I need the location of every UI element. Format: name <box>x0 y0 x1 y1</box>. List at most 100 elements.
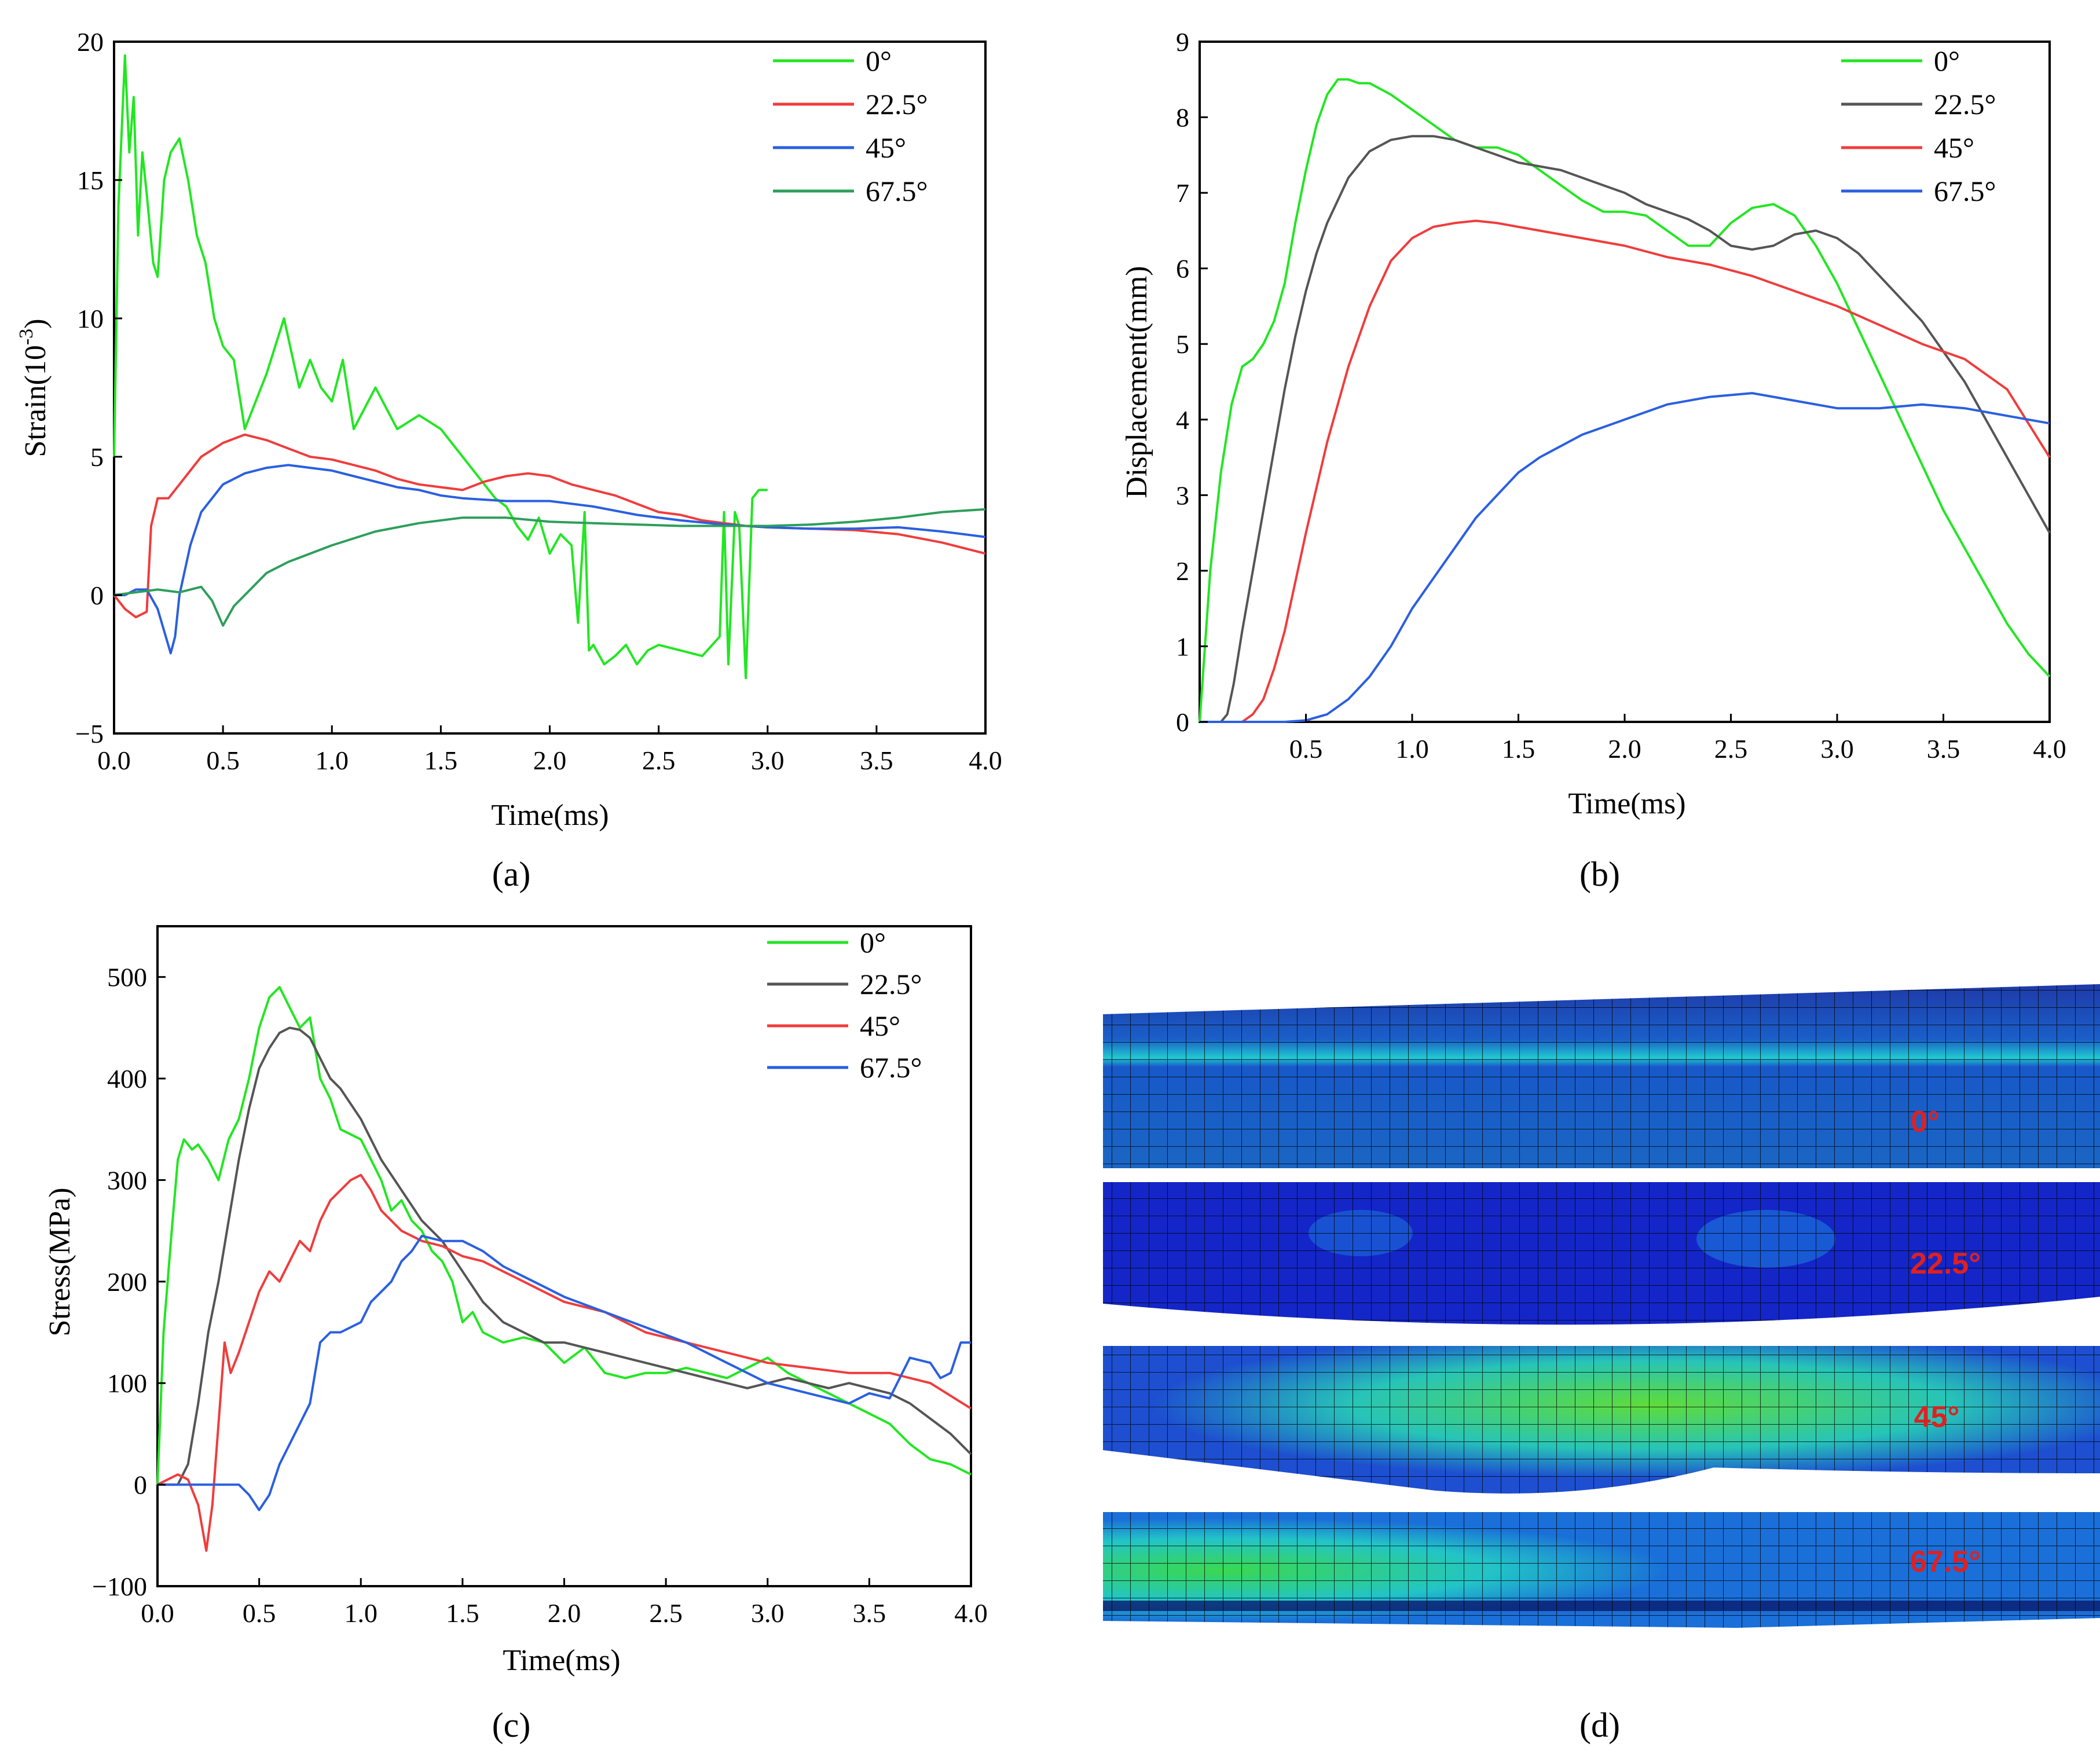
tick-group: 0.5 1.0 1.5 2.0 2.5 3.0 3.5 4.0 0 1 2 3 4 5 6 7 8 9 <box>1176 27 2066 764</box>
y-tick-label: 15 <box>77 166 104 195</box>
y-tick-label: 7 <box>1176 178 1189 208</box>
x-tick-label: 1.0 <box>316 746 349 775</box>
y-tick-label: 1 <box>1176 632 1189 661</box>
x-axis-label: Time(ms) <box>491 799 609 832</box>
x-tick-label: 1.0 <box>344 1598 378 1628</box>
x-tick-label: 0.0 <box>97 746 131 775</box>
x-axis-label: Time(ms) <box>503 1644 620 1677</box>
panel-label-b: (b) <box>1579 855 1620 893</box>
series-group <box>156 986 972 1552</box>
y-tick-label: 0 <box>90 581 104 610</box>
y-tick-label: 3 <box>1176 480 1189 510</box>
contour-strip-1: 22.5° <box>1103 1182 2100 1325</box>
y-axis-label: Strain(10-3) <box>16 318 52 457</box>
legend-label: 67.5° <box>1934 175 1996 207</box>
legend: 0° 22.5° 45° 67.5° <box>767 926 922 1084</box>
y-tick-label: 400 <box>107 1064 147 1094</box>
tick-group: 0.0 0.5 1.0 1.5 2.0 2.5 3.0 3.5 4.0 −100 0 100 200 30… <box>92 963 988 1628</box>
x-tick-label: 2.0 <box>533 746 567 775</box>
y-tick-label: 8 <box>1176 103 1189 133</box>
contour-panel: 0° 22.5° 45° 67.5° (d) <box>1103 984 2100 1744</box>
series-line-0 <box>156 986 972 1485</box>
legend-label: 45° <box>866 131 906 164</box>
panel-label-a: (a) <box>492 855 531 893</box>
x-tick-label: 4.0 <box>969 746 1002 775</box>
series-line-1 <box>1200 135 2051 723</box>
x-tick-label: 4.0 <box>954 1598 988 1628</box>
legend-label: 0° <box>860 926 886 959</box>
panel-label-c: (c) <box>492 1706 531 1744</box>
plot-frame <box>113 41 987 735</box>
x-tick-label: 3.0 <box>751 1598 785 1628</box>
x-tick-label: 0.5 <box>1289 734 1323 764</box>
plot-frame <box>156 925 972 1587</box>
x-tick-label: 1.5 <box>1502 734 1535 764</box>
series-line-2 <box>1200 219 2051 723</box>
y-tick-label: 100 <box>107 1369 147 1398</box>
x-tick-label: 1.5 <box>424 746 458 775</box>
y-tick-label: −5 <box>75 719 104 749</box>
tick-group: 0.0 0.5 1.0 1.5 2.0 2.5 3.0 3.5 4.0 −5 0 5 10 15 20 <box>75 27 1002 775</box>
x-tick-label: 3.5 <box>860 746 893 775</box>
x-tick-label: 3.0 <box>1820 734 1854 764</box>
series-line-0 <box>1199 78 2051 722</box>
contour-strip-3: 67.5° <box>1103 1512 2100 1628</box>
legend: 0° 22.5° 45° 67.5° <box>773 45 928 207</box>
x-tick-label: 3.5 <box>1927 734 1960 764</box>
series-line-0 <box>113 54 768 680</box>
x-tick-label: 2.5 <box>1714 734 1748 764</box>
y-tick-label: 5 <box>1176 329 1189 359</box>
series-line-1 <box>113 433 986 619</box>
legend-label: 22.5° <box>1934 88 1996 120</box>
legend-label: 22.5° <box>860 968 922 1000</box>
x-axis-label: Time(ms) <box>1568 787 1685 820</box>
x-tick-label: 0.5 <box>206 746 240 775</box>
y-tick-label: 200 <box>107 1267 147 1297</box>
legend-label: 45° <box>1934 131 1974 164</box>
x-tick-label: 3.5 <box>853 1598 886 1628</box>
contour-strip-0: 0° <box>1103 984 2100 1168</box>
legend-label: 67.5° <box>860 1051 922 1084</box>
chart-strain: 0.0 0.5 1.0 1.5 2.0 2.5 3.0 3.5 4.0 −5 0 5 10 15 20 Ti… <box>16 27 1002 893</box>
y-tick-label: 5 <box>90 442 104 472</box>
y-tick-label: 2 <box>1176 556 1189 586</box>
series-group <box>1199 78 2051 723</box>
y-axis-label-close: ) <box>19 318 52 328</box>
panel-label-d: (d) <box>1579 1706 1620 1744</box>
x-tick-label: 0.5 <box>243 1598 276 1628</box>
x-tick-label: 4.0 <box>2033 734 2066 764</box>
y-tick-label: 300 <box>107 1165 147 1195</box>
x-tick-label: 0.0 <box>141 1598 174 1628</box>
y-tick-label: 9 <box>1176 27 1189 57</box>
contour-strip-2: 45° <box>1103 1346 2100 1494</box>
x-tick-label: 1.0 <box>1395 734 1429 764</box>
series-line-3 <box>1200 392 2050 723</box>
y-axis-label-exponent: -3 <box>16 329 37 345</box>
contour-label-2: 45° <box>1914 1400 1960 1434</box>
contour-label-0: 0° <box>1911 1105 1940 1139</box>
y-tick-label: 20 <box>77 27 104 57</box>
y-axis-label: Stress(MPa) <box>43 1187 76 1336</box>
y-tick-label: 500 <box>107 963 147 992</box>
x-tick-label: 2.5 <box>649 1598 683 1628</box>
y-tick-label: 6 <box>1176 254 1189 284</box>
contour-label-3: 67.5° <box>1910 1545 1981 1579</box>
plot-frame <box>1199 41 2051 723</box>
chart-displacement: 0.5 1.0 1.5 2.0 2.5 3.0 3.5 4.0 0 1 2 3 4 5 6 7 8 9 Time(… <box>1120 27 2066 893</box>
legend-label: 22.5° <box>866 88 928 120</box>
chart-stress: 0.0 0.5 1.0 1.5 2.0 2.5 3.0 3.5 4.0 −100 0 100 200 30… <box>43 925 988 1744</box>
series-line-3 <box>157 1234 971 1511</box>
x-tick-label: 1.5 <box>446 1598 479 1628</box>
y-tick-label: 4 <box>1176 405 1189 435</box>
series-line-2 <box>114 464 986 655</box>
legend-label: 45° <box>860 1010 900 1042</box>
legend-label: 67.5° <box>866 175 928 207</box>
series-line-1 <box>157 1026 972 1486</box>
y-axis-label: Displacement(mm) <box>1120 266 1153 498</box>
x-tick-label: 2.5 <box>642 746 676 775</box>
series-line-3 <box>113 508 986 627</box>
legend-label: 0° <box>1934 45 1960 77</box>
y-tick-label: −100 <box>92 1572 147 1601</box>
y-tick-label: 0 <box>1176 707 1189 737</box>
contour-label-1: 22.5° <box>1910 1247 1981 1281</box>
